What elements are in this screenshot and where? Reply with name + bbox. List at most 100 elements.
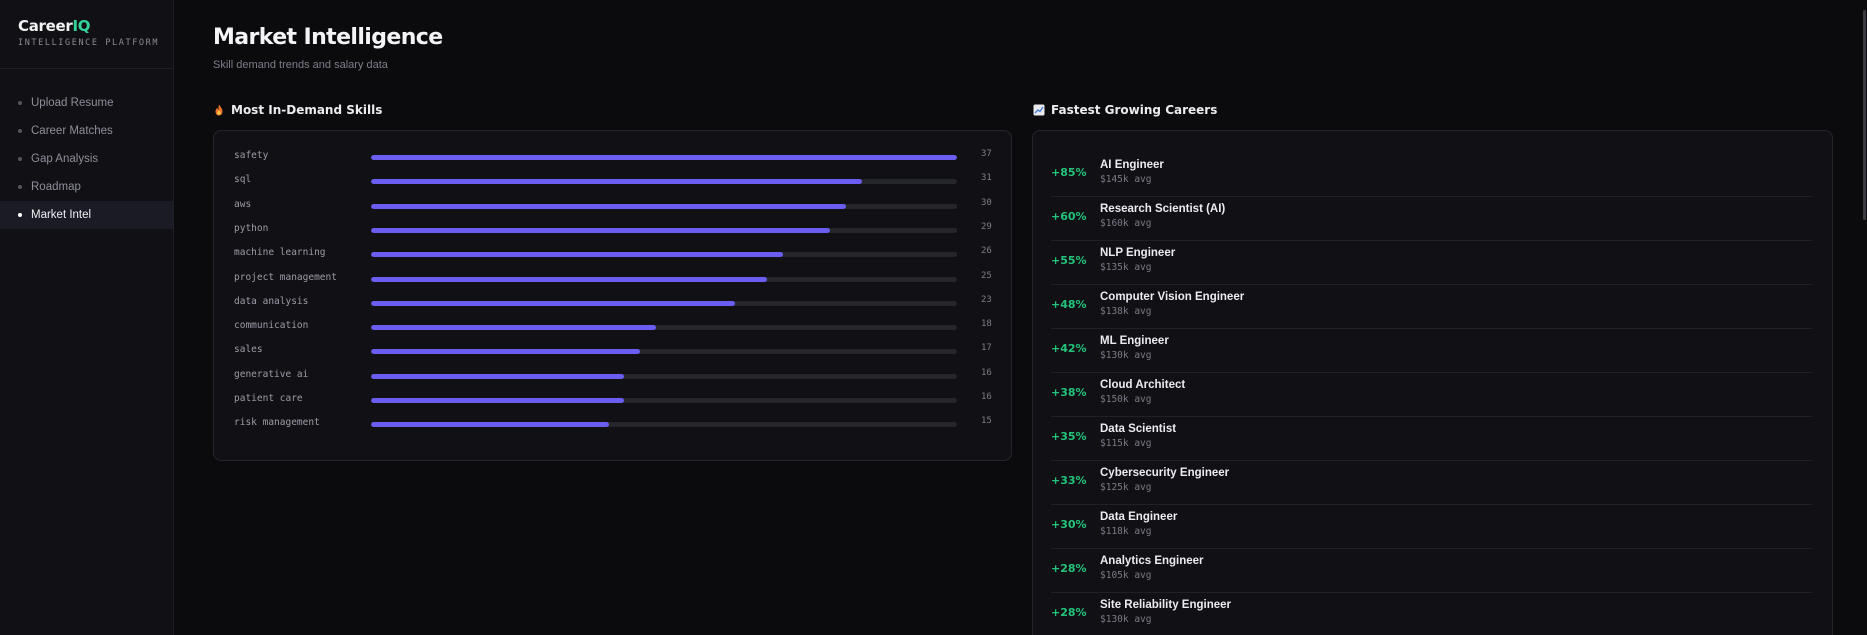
skill-bar-fill	[371, 300, 736, 306]
skill-bar-fill	[371, 179, 862, 185]
main-content: Market Intelligence Skill demand trends …	[213, 0, 1833, 635]
skill-bar-fill	[371, 155, 957, 160]
skill-name: data analysis	[234, 295, 309, 307]
skill-bar-track	[371, 155, 957, 160]
career-title: AI Engineer	[1100, 159, 1164, 171]
skill-name: machine learning	[234, 247, 326, 259]
career-salary: $160k avg	[1100, 218, 1152, 229]
skill-count: 15	[981, 416, 992, 427]
skill-bar-track	[371, 203, 957, 209]
skill-count: 26	[981, 246, 992, 257]
skill-bar-fill	[371, 373, 625, 379]
career-title: Computer Vision Engineer	[1100, 291, 1245, 303]
skill-count: 29	[981, 221, 992, 232]
sidebar-item-upload-resume[interactable]: Upload Resume	[0, 89, 173, 117]
career-title: Data Engineer	[1100, 511, 1178, 523]
career-row[interactable]: +38% Cloud Architect $150k avg	[1051, 373, 1812, 417]
nav-dot-icon	[18, 185, 22, 189]
career-salary: $145k avg	[1100, 174, 1152, 185]
skill-name: safety	[234, 150, 269, 161]
career-row[interactable]: +85% AI Engineer $145k avg	[1051, 153, 1812, 197]
sidebar-item-roadmap[interactable]: Roadmap	[0, 173, 173, 201]
career-row[interactable]: +42% ML Engineer $130k avg	[1051, 329, 1812, 373]
scrollbar-thumb[interactable]	[1863, 10, 1866, 220]
skill-bar-track	[371, 252, 957, 258]
career-growth: +42%	[1051, 342, 1087, 355]
career-salary: $130k avg	[1100, 350, 1152, 361]
career-salary: $105k avg	[1100, 570, 1152, 581]
career-growth: +38%	[1051, 386, 1087, 399]
page-title: Market Intelligence	[213, 25, 443, 50]
career-growth: +35%	[1051, 430, 1087, 443]
career-row[interactable]: +60% Research Scientist (AI) $160k avg	[1051, 197, 1812, 241]
skill-count: 17	[981, 343, 992, 354]
sidebar-item-label: Career Matches	[31, 125, 113, 137]
skill-count: 25	[981, 270, 992, 281]
skill-name: aws	[234, 198, 252, 210]
skill-row: risk management 15	[234, 416, 994, 431]
skill-count: 37	[981, 149, 992, 159]
skill-bar-track	[371, 349, 957, 355]
career-salary: $138k avg	[1100, 306, 1152, 317]
skill-count: 23	[981, 294, 992, 305]
career-salary: $115k avg	[1100, 438, 1152, 449]
skill-count: 16	[981, 367, 992, 378]
career-row[interactable]: +30% Data Engineer $118k avg	[1051, 505, 1812, 549]
career-row[interactable]: +48% Computer Vision Engineer $138k avg	[1051, 285, 1812, 329]
sidebar-item-label: Gap Analysis	[31, 153, 99, 165]
skill-bar-fill	[371, 349, 641, 355]
nav-dot-icon	[18, 129, 22, 133]
skill-row: sales 17	[234, 343, 994, 358]
skill-bar-track	[371, 373, 957, 379]
sidebar-nav: Upload Resume Career Matches Gap Analysi…	[0, 69, 173, 229]
skill-count: 31	[981, 173, 992, 184]
skill-row: project management 25	[234, 270, 994, 286]
skill-name: generative ai	[234, 368, 309, 380]
skill-bar-track	[371, 276, 957, 282]
skill-bar-track	[371, 227, 957, 233]
skill-count: 18	[981, 319, 992, 330]
skill-count: 30	[981, 197, 992, 208]
sidebar-item-career-matches[interactable]: Career Matches	[0, 117, 173, 145]
skill-bar-fill	[371, 203, 847, 209]
career-title: Analytics Engineer	[1100, 555, 1204, 567]
skill-bar-track	[371, 398, 957, 403]
sidebar-item-market-intel[interactable]: Market Intel	[0, 201, 173, 229]
skill-count: 16	[981, 392, 992, 402]
skill-bar-track	[371, 300, 957, 306]
career-salary: $135k avg	[1100, 262, 1152, 273]
sidebar-item-label: Roadmap	[31, 181, 81, 193]
career-row[interactable]: +35% Data Scientist $115k avg	[1051, 417, 1812, 461]
career-row[interactable]: +33% Cybersecurity Engineer $125k avg	[1051, 461, 1812, 505]
skill-name: sql	[234, 174, 252, 186]
fire-icon	[215, 104, 223, 116]
page-scrollbar[interactable]	[1863, 0, 1867, 635]
career-growth: +28%	[1051, 606, 1087, 619]
career-title: Data Scientist	[1100, 423, 1177, 435]
skill-bar-fill	[371, 252, 783, 258]
skill-row: aws 30	[234, 197, 994, 213]
career-salary: $125k avg	[1100, 482, 1152, 493]
career-title: Cybersecurity Engineer	[1100, 467, 1230, 479]
career-row[interactable]: +55% NLP Engineer $135k avg	[1051, 241, 1812, 285]
skill-bar-track	[371, 422, 957, 428]
skill-name: project management	[234, 271, 337, 283]
careers-section-label: Fastest Growing Careers	[1051, 103, 1218, 117]
nav-dot-icon	[18, 213, 22, 217]
careers-section-title: Fastest Growing Careers	[1033, 103, 1217, 117]
skills-section-label: Most In-Demand Skills	[231, 103, 383, 117]
sidebar-item-gap-analysis[interactable]: Gap Analysis	[0, 145, 173, 173]
nav-dot-icon	[18, 101, 22, 105]
skills-panel: safety 37 sql 31 aws 30 python 29 machine learni…	[213, 130, 1012, 461]
career-growth: +55%	[1051, 254, 1087, 267]
career-row[interactable]: +28% Analytics Engineer $105k avg	[1051, 549, 1812, 593]
logo[interactable]: CareerIQ	[18, 17, 173, 35]
career-salary: $130k avg	[1100, 614, 1152, 625]
skill-row: sql 31	[234, 173, 994, 188]
skill-name: risk management	[234, 417, 320, 429]
career-row[interactable]: +28% Site Reliability Engineer $130k avg	[1051, 593, 1812, 635]
skills-section-title: Most In-Demand Skills	[213, 103, 382, 117]
logo-accent: IQ	[72, 17, 91, 35]
skill-row: communication 18	[234, 319, 994, 334]
skill-row: generative ai 16	[234, 367, 994, 383]
